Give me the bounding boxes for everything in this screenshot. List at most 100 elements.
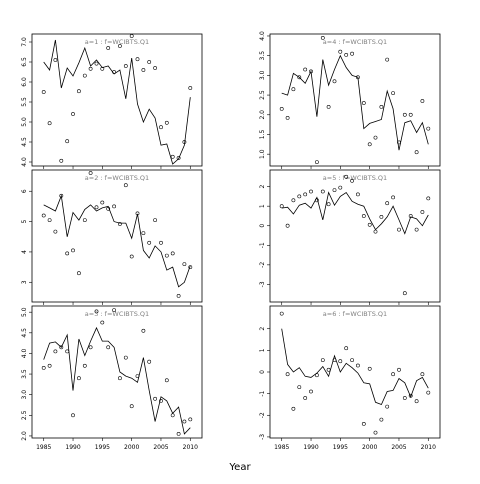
data-point <box>106 345 111 350</box>
data-point <box>159 240 163 245</box>
panel-title: a=6 : f=WCIBTS.Q1 <box>323 310 387 318</box>
data-point <box>41 213 46 218</box>
data-point <box>77 376 81 381</box>
data-point <box>106 46 111 50</box>
data-point <box>100 320 105 325</box>
y-tick-label: 5 <box>21 220 28 224</box>
data-point <box>47 218 52 223</box>
y-tick-label: 0 <box>259 224 266 228</box>
data-point <box>426 126 431 131</box>
panel-title: a=5 : f=WCIBTS.Q1 <box>323 174 387 182</box>
data-point <box>426 196 431 201</box>
y-tick-label: 2.0 <box>259 110 266 120</box>
data-point <box>118 44 122 48</box>
data-point <box>82 218 87 223</box>
panel-title: a=3 : f=WCIBTS.Q1 <box>85 310 149 318</box>
data-point <box>147 359 152 364</box>
panel-frame <box>31 169 203 303</box>
panel-title: a=1 : f=WCIBTS.Q1 <box>85 38 149 46</box>
data-point <box>123 64 128 68</box>
data-point <box>338 185 343 190</box>
data-point <box>170 251 175 256</box>
panel-3: a=2 : f=WCIBTS.Q1 3 4 5 6 <box>21 169 203 305</box>
data-point <box>373 135 378 140</box>
data-point <box>285 116 290 120</box>
x-tick-label: 1985 <box>274 444 289 451</box>
data-point <box>82 73 87 78</box>
data-point <box>88 171 93 175</box>
data-point <box>135 211 140 216</box>
data-point <box>361 214 366 218</box>
data-point <box>182 419 187 424</box>
y-tick-label: 3 <box>21 280 28 284</box>
data-point <box>379 417 384 422</box>
panel-2: a=4 : f=WCIBTS.Q1 1.0 1.5 2.0 2.5 3.0 3.5 4.0 <box>259 31 441 169</box>
data-point <box>326 202 331 207</box>
data-point <box>426 390 431 395</box>
data-point <box>47 363 52 368</box>
data-point <box>100 66 105 71</box>
y-tick-label: 2.5 <box>259 90 266 100</box>
y-tick-label: 5.5 <box>21 97 28 107</box>
data-point <box>320 36 325 40</box>
data-point <box>320 358 325 363</box>
panel-1: a=1 : f=WCIBTS.Q1 4.0 4.5 5.0 5.5 6.0 6.5 7.0 <box>21 33 203 169</box>
data-point <box>182 262 187 267</box>
data-point <box>303 396 308 400</box>
data-point <box>71 413 75 418</box>
data-point <box>77 271 81 276</box>
data-point <box>408 393 413 398</box>
y-tick-label: 4 <box>21 250 28 254</box>
data-point <box>420 210 425 214</box>
data-point <box>82 363 87 368</box>
data-point <box>355 363 360 368</box>
fitted-line <box>281 191 429 235</box>
data-point <box>135 374 140 379</box>
y-tick-label: 1 <box>259 204 266 208</box>
data-point <box>100 200 105 205</box>
x-tick-label: 1995 <box>333 444 348 451</box>
y-tick-label: 2 <box>259 185 266 189</box>
data-point <box>414 150 419 155</box>
data-point <box>385 404 390 409</box>
panel-title: a=2 : f=WCIBTS.Q1 <box>85 174 149 182</box>
data-point <box>385 57 390 62</box>
data-point <box>297 194 302 199</box>
data-point <box>291 87 296 92</box>
data-point <box>153 396 158 401</box>
panel-4: a=5 : f=WCIBTS.Q1 -3 -2 -1 0 1 2 <box>259 169 441 305</box>
data-point <box>41 90 46 94</box>
data-point <box>129 254 134 259</box>
data-point <box>367 222 372 227</box>
data-point <box>355 192 360 197</box>
data-point <box>397 140 401 145</box>
y-tick-label: 3.0 <box>21 390 28 400</box>
x-tick-label: 2005 <box>391 444 406 451</box>
data-point <box>164 253 169 258</box>
data-point <box>159 398 163 403</box>
data-point <box>59 345 64 350</box>
data-point <box>338 359 343 364</box>
x-tick-label: 2000 <box>362 444 377 451</box>
data-point <box>123 355 128 360</box>
panel-frame <box>31 305 203 439</box>
data-point <box>350 51 355 56</box>
data-point <box>141 68 146 72</box>
data-point <box>279 204 284 209</box>
data-point <box>402 291 407 296</box>
fitted-line <box>43 326 191 435</box>
y-tick-label: 3.5 <box>259 51 266 61</box>
x-tick-label: 2000 <box>124 444 139 451</box>
data-point <box>332 79 337 84</box>
data-point <box>285 223 290 228</box>
data-point <box>141 328 146 333</box>
data-point <box>303 67 308 72</box>
data-point <box>71 248 75 253</box>
y-tick-label: -3 <box>259 281 266 287</box>
data-point <box>106 206 111 211</box>
x-axis-label: Year <box>228 462 251 473</box>
data-point <box>291 198 296 203</box>
fitted-line <box>43 194 191 288</box>
